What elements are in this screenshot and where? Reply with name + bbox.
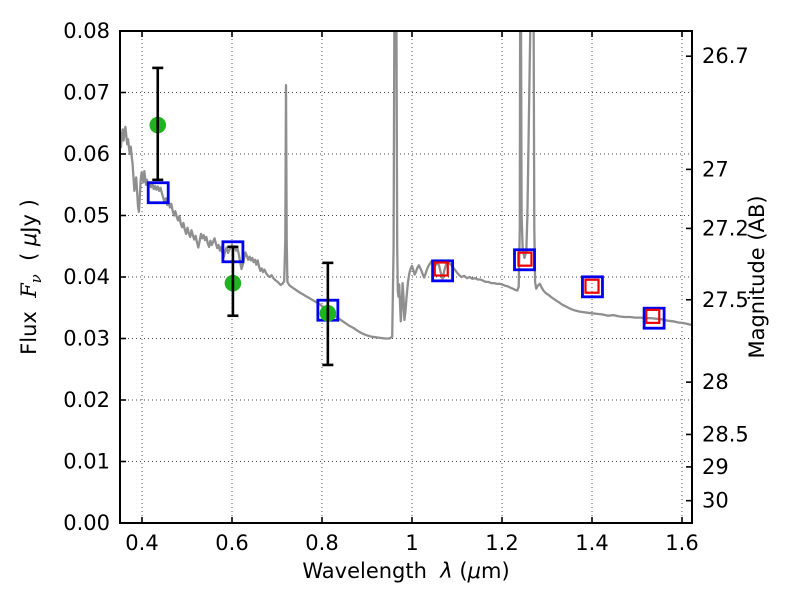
red-square-marker — [517, 251, 533, 267]
blue-square-marker — [146, 181, 170, 205]
y-axis-title-left-segment: μ — [17, 233, 41, 247]
ticks-group — [120, 30, 692, 524]
y-axis-title-left: Flux Fν ( μJy ) — [17, 199, 45, 355]
x-axis-title-segment: m) — [481, 559, 510, 583]
x-axis-title-segment: μ — [467, 559, 481, 583]
x-tick-label: 0.6 — [215, 531, 248, 555]
x-axis-title-segment: ( — [453, 559, 468, 583]
y-axis-title-right: Magnitude (AB) — [745, 195, 769, 358]
y-axis-title-left-segment: ( — [17, 246, 41, 274]
y-axis-title-left-segment: ν — [28, 274, 45, 283]
y-tick-label-right: 29 — [702, 455, 729, 479]
x-tick-label: 1.4 — [575, 531, 608, 555]
x-axis-title-segment: λ — [439, 559, 452, 583]
y-tick-label-left: 0.06 — [63, 142, 110, 166]
x-tick-label: 1 — [405, 531, 418, 555]
y-axis-title-left-segment: F — [17, 282, 41, 299]
y-axis-title-right-segment: Magnitude (AB) — [745, 195, 769, 358]
x-tick-label: 0.4 — [125, 531, 158, 555]
data-group — [120, 31, 692, 367]
x-axis-title-segment: Wavelength — [302, 559, 440, 583]
y-tick-label-right: 26.7 — [702, 44, 749, 68]
x-axis-title: Wavelength λ (μm) — [302, 559, 509, 583]
y-tick-label-right: 27.2 — [702, 216, 749, 240]
error-bar — [227, 245, 239, 318]
x-tick-label: 1.2 — [485, 531, 518, 555]
y-tick-label-left: 0.04 — [63, 265, 110, 289]
blue-square-marker — [513, 248, 536, 272]
error-bar — [152, 66, 164, 182]
y-tick-label-right: 27.5 — [702, 288, 749, 312]
blue-square-marker — [581, 275, 604, 299]
y-tick-label-left: 0.01 — [63, 450, 110, 474]
red-square-marker — [584, 278, 600, 294]
y-axis-title-left-segment: Jy ) — [17, 199, 41, 235]
y-tick-label-right: 28.5 — [702, 422, 749, 446]
y-tick-label-left: 0.03 — [63, 327, 110, 351]
y-axis-title-left-segment: Flux — [17, 298, 41, 355]
y-tick-label-left: 0.07 — [63, 81, 110, 105]
y-tick-label-right: 28 — [702, 370, 729, 394]
spectrum-line — [120, 31, 692, 340]
y-tick-label-right: 30 — [702, 489, 729, 513]
red-square-marker — [433, 261, 449, 277]
error-bar — [322, 261, 334, 367]
y-tick-label-left: 0.08 — [63, 19, 110, 43]
y-tick-label-left: 0.05 — [63, 204, 110, 228]
y-tick-label-left: 0.02 — [63, 388, 110, 412]
red-square-marker — [645, 308, 661, 324]
y-tick-label-left: 0.00 — [63, 511, 110, 535]
y-tick-label-right: 27 — [702, 157, 729, 181]
x-tick-label: 0.8 — [305, 531, 338, 555]
blue-square-marker — [431, 259, 455, 283]
blue-square-marker — [642, 306, 666, 330]
x-tick-label: 1.6 — [665, 531, 698, 555]
